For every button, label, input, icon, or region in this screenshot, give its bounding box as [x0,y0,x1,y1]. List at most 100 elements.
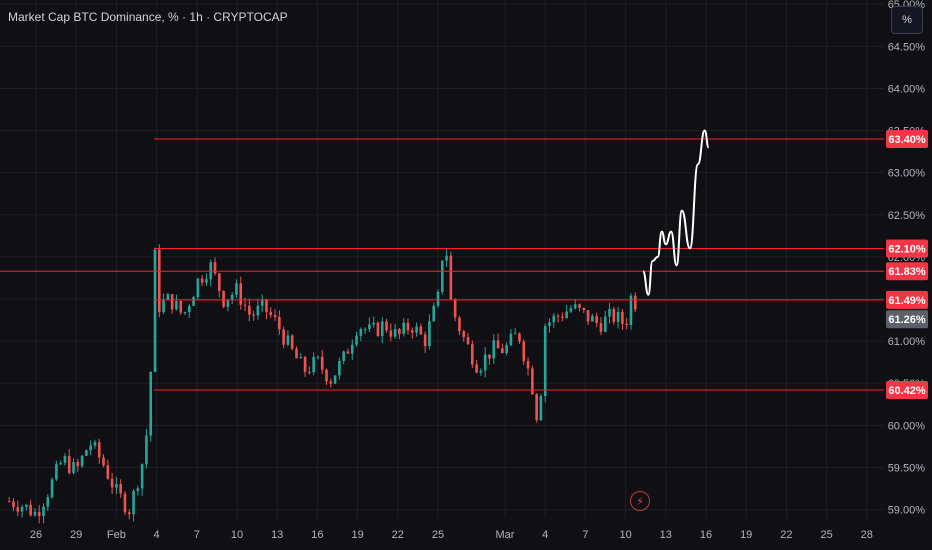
y-tick-label: 59.50% [888,462,926,474]
candle [616,312,620,322]
candle [595,316,598,323]
chart-title: Market Cap BTC Dominance, % · 1h · CRYPT… [8,10,288,24]
x-tick-label: 22 [780,529,792,541]
candle [63,456,67,463]
candle [179,300,183,313]
x-tick-label: 7 [582,529,588,541]
y-tick-label: 64.50% [888,41,926,53]
candle [123,493,127,513]
x-tick-label: 16 [700,529,712,541]
candle [389,330,393,337]
candle [183,312,187,314]
candle [483,354,487,371]
candle [440,260,444,292]
candle [265,299,268,312]
candle [368,324,371,330]
candle [273,315,277,317]
candle [501,348,504,354]
y-tick-label: 59.00% [888,505,926,517]
current-price-box [886,310,928,329]
candle [393,329,397,337]
level-labels: 63.40% 62.10% 61.83% 61.49% 60.42% 61.26% [886,129,928,399]
candle [166,294,170,301]
x-axis: 26 29 Feb 4 7 10 13 16 19 22 25 Mar 4 7 10 13 16 19 22 25 28 [30,529,873,541]
candle [385,321,388,331]
candle [67,456,71,473]
candle [55,464,58,480]
x-tick-label: 19 [351,529,363,541]
level-label: 60.42% [888,385,926,397]
horizontal-levels [0,138,884,391]
candle [76,462,80,467]
candle [230,294,234,300]
candle [239,283,243,305]
y-tick-label: 64.00% [888,83,926,95]
candle [402,322,405,334]
candle [509,333,513,346]
candle [535,394,538,421]
candle [25,504,28,507]
candle [453,299,457,318]
level-label: 63.40% [888,134,926,146]
candle [458,317,461,332]
candle [145,435,148,465]
x-tick-label: Mar [496,529,515,541]
x-tick-label: 26 [30,529,42,541]
candle [260,299,264,306]
candle [471,344,474,365]
candle [256,305,260,316]
unit-button[interactable]: % [891,6,923,34]
candle [282,329,285,345]
candle [522,341,526,362]
candle [633,295,637,310]
candle [488,354,491,359]
candle [350,344,354,354]
candle [119,484,122,494]
candle [162,300,165,313]
candle [226,299,230,307]
candle [37,511,41,517]
x-tick-label: 16 [311,529,323,541]
candle [218,273,221,291]
candle [466,337,470,345]
candle [222,290,225,307]
candle [50,479,54,498]
candle [338,361,341,376]
candle [80,455,84,467]
candle [359,329,363,336]
candle [33,511,37,516]
candle [89,445,92,451]
y-tick-label: 63.00% [888,168,926,180]
candle [213,262,217,274]
candle [140,464,144,489]
candle [243,304,247,306]
y-axis: 59.00%59.50%60.00%60.50%61.00%61.50%62.0… [888,0,926,517]
x-tick-label: 25 [432,529,444,541]
candle [72,462,75,473]
candle [149,372,153,436]
candle [608,308,611,317]
candle [46,497,50,507]
candle [29,504,32,516]
candle [445,255,448,261]
candle [578,304,581,308]
x-tick-label: 10 [231,529,243,541]
candle [320,356,324,370]
candle [496,340,500,349]
candle [325,369,328,382]
candle [175,300,178,310]
candle [423,334,427,347]
x-tick-label: 29 [70,529,82,541]
candle [621,312,624,324]
candle [115,484,118,488]
candle [200,278,204,283]
candle [85,450,88,456]
candle [196,278,200,297]
y-tick-label: 60.00% [888,420,926,432]
candle [415,326,418,333]
candle [248,305,251,315]
flash-icon[interactable]: ⚡ [630,491,650,511]
candle [303,357,307,372]
y-tick-label: 62.50% [888,210,926,222]
